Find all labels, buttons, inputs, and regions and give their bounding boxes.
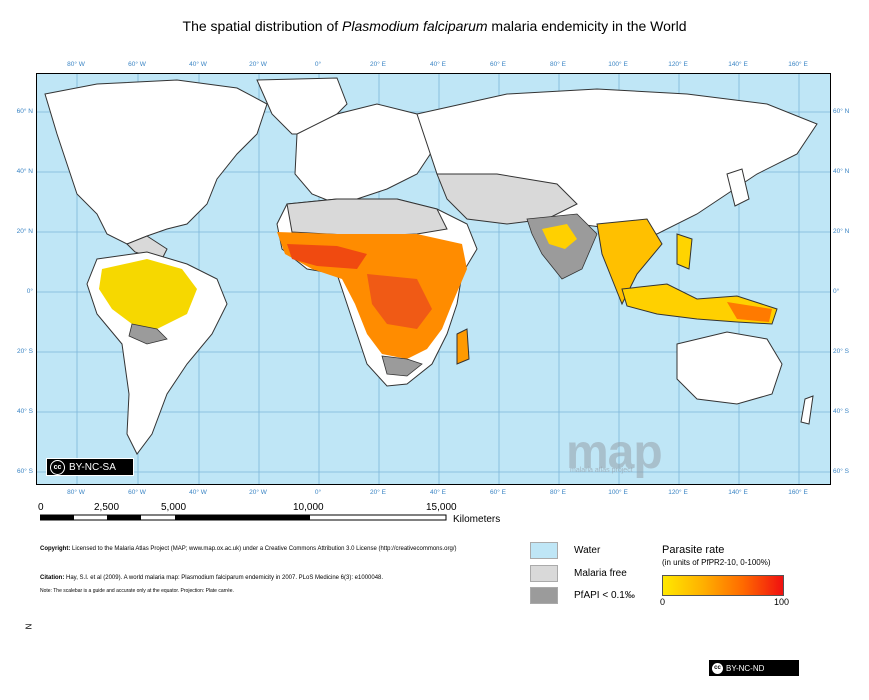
japan-landmass — [726, 168, 750, 207]
license-badge-footer-text: BY-NC-ND — [726, 663, 765, 673]
world-map[interactable] — [36, 73, 831, 485]
longitude-label-top: 80° W — [67, 60, 86, 68]
title-suffix: malaria endemicity in the World — [487, 18, 687, 34]
scale-bar — [40, 514, 447, 521]
legend-swatch-water — [530, 542, 558, 559]
longitude-label-top: 100° E — [608, 60, 628, 68]
latitude-label-right: 20° S — [833, 347, 850, 355]
legend-label-malaria-free: Malaria free — [574, 568, 627, 579]
parasite-rate-title: Parasite rate — [662, 544, 725, 556]
scale-tick-5000: 5,000 — [161, 502, 187, 513]
europe-landmass — [294, 103, 438, 205]
longitude-label-top: 60° E — [490, 60, 507, 68]
longitude-label-bottom: 60° W — [128, 488, 147, 496]
latitude-label-left: 0° — [27, 287, 34, 295]
central-africa-high-endemic — [367, 274, 432, 329]
citation-note: Citation: Hay, S.I. et al (2009). A worl… — [40, 574, 510, 582]
new-guinea-high-endemic — [727, 302, 772, 322]
parasite-rate-color-ramp — [662, 575, 784, 596]
longitude-label-bottom: 140° E — [728, 488, 748, 496]
longitude-label-top: 160° E — [788, 60, 808, 68]
copyright-text: Licensed to the Malaria Atlas Project (M… — [72, 546, 457, 552]
latitude-label-right: 40° N — [833, 167, 850, 175]
parasite-rate-subtitle: (in units of PfPR2-10, 0-100%) — [662, 558, 771, 567]
legend-swatch-low-risk — [530, 587, 558, 604]
south-america-endemic-region — [99, 259, 197, 329]
longitude-label-bottom: 120° E — [668, 488, 688, 496]
latitude-label-left: 40° S — [17, 407, 34, 415]
latitude-label-right: 20° N — [833, 227, 850, 235]
longitude-label-top: 40° E — [430, 60, 447, 68]
citation-text: Hay, S.I. et al (2009). A world malaria … — [66, 575, 384, 581]
scale-tick-15000: 15,000 — [426, 502, 457, 513]
south-asia-endemic-region — [542, 224, 577, 249]
longitude-label-bottom: 160° E — [788, 488, 808, 496]
longitude-label-top: 140° E — [728, 60, 748, 68]
legend-label-water: Water — [574, 545, 601, 556]
longitude-label-bottom: 60° E — [490, 488, 507, 496]
latitude-label-right: 40° S — [833, 407, 850, 415]
legend-swatch-malaria-free — [530, 565, 558, 582]
longitude-label-bottom: 100° E — [608, 488, 628, 496]
longitude-label-top: 80° E — [550, 60, 567, 68]
ramp-max-label: 100 — [774, 597, 790, 607]
madagascar-endemic — [456, 328, 470, 365]
longitude-label-bottom: 80° W — [67, 488, 86, 496]
license-badge-map[interactable]: cc BY-NC-SA — [46, 458, 134, 476]
longitude-label-top: 20° E — [370, 60, 387, 68]
longitude-label-bottom: 0° — [315, 488, 322, 496]
north-america-landmass — [44, 79, 268, 245]
map-logo-subtitle: malaria atlas project — [570, 467, 633, 474]
cc-icon: cc — [50, 459, 65, 475]
copyright-note: Copyright: Licensed to the Malaria Atlas… — [40, 545, 510, 553]
title-species: Plasmodium falciparum — [342, 18, 488, 34]
scale-disclaimer: Note: The scalebar is a guide and accura… — [40, 588, 234, 594]
longitude-label-bottom: 20° E — [370, 488, 387, 496]
latitude-label-left: 60° N — [17, 107, 34, 115]
copyright-label: Copyright: — [40, 546, 71, 552]
scale-unit: Kilometers — [453, 514, 501, 525]
latitude-label-left: 20° S — [17, 347, 34, 355]
cc-icon: cc — [712, 662, 723, 674]
longitude-label-top: 120° E — [668, 60, 688, 68]
latitude-label-right: 60° S — [833, 467, 850, 475]
ramp-min-label: 0 — [660, 597, 666, 607]
latitude-label-right: 0° — [833, 287, 840, 295]
map-logo: map — [566, 426, 663, 479]
scale-tick-10000: 10,000 — [293, 502, 324, 513]
latitude-label-left: 40° N — [17, 167, 34, 175]
longitude-label-bottom: 80° E — [550, 488, 567, 496]
citation-label: Citation: — [40, 575, 65, 581]
new-zealand-landmass — [800, 395, 814, 425]
scale-tick-0: 0 — [38, 502, 44, 513]
latitude-label-left: 60° S — [17, 467, 34, 475]
map-svg — [37, 74, 830, 484]
longitude-label-bottom: 40° W — [189, 488, 208, 496]
license-badge-text: BY-NC-SA — [69, 461, 116, 473]
longitude-label-top: 20° W — [249, 60, 268, 68]
north-africa-sahara — [286, 198, 448, 237]
legend-label-low-risk: PfAPI < 0.1‰ — [574, 590, 635, 601]
scale-tick-2500: 2,500 — [94, 502, 120, 513]
north-arrow-label: N — [24, 623, 34, 630]
license-badge-footer[interactable]: cc BY-NC-ND — [709, 660, 799, 676]
map-title: The spatial distribution of Plasmodium f… — [0, 18, 869, 34]
west-africa-high-endemic — [287, 244, 367, 269]
longitude-label-top: 40° W — [189, 60, 208, 68]
south-america-low-risk — [128, 323, 168, 345]
title-prefix: The spatial distribution of — [182, 18, 343, 34]
latitude-label-left: 20° N — [17, 227, 34, 235]
australia-landmass — [676, 331, 783, 405]
southern-africa-low-risk — [381, 355, 423, 377]
longitude-label-bottom: 20° W — [249, 488, 268, 496]
longitude-label-top: 60° W — [128, 60, 147, 68]
longitude-label-top: 0° — [315, 60, 322, 68]
philippines-landmass — [676, 233, 693, 270]
latitude-label-right: 60° N — [833, 107, 850, 115]
longitude-label-bottom: 40° E — [430, 488, 447, 496]
